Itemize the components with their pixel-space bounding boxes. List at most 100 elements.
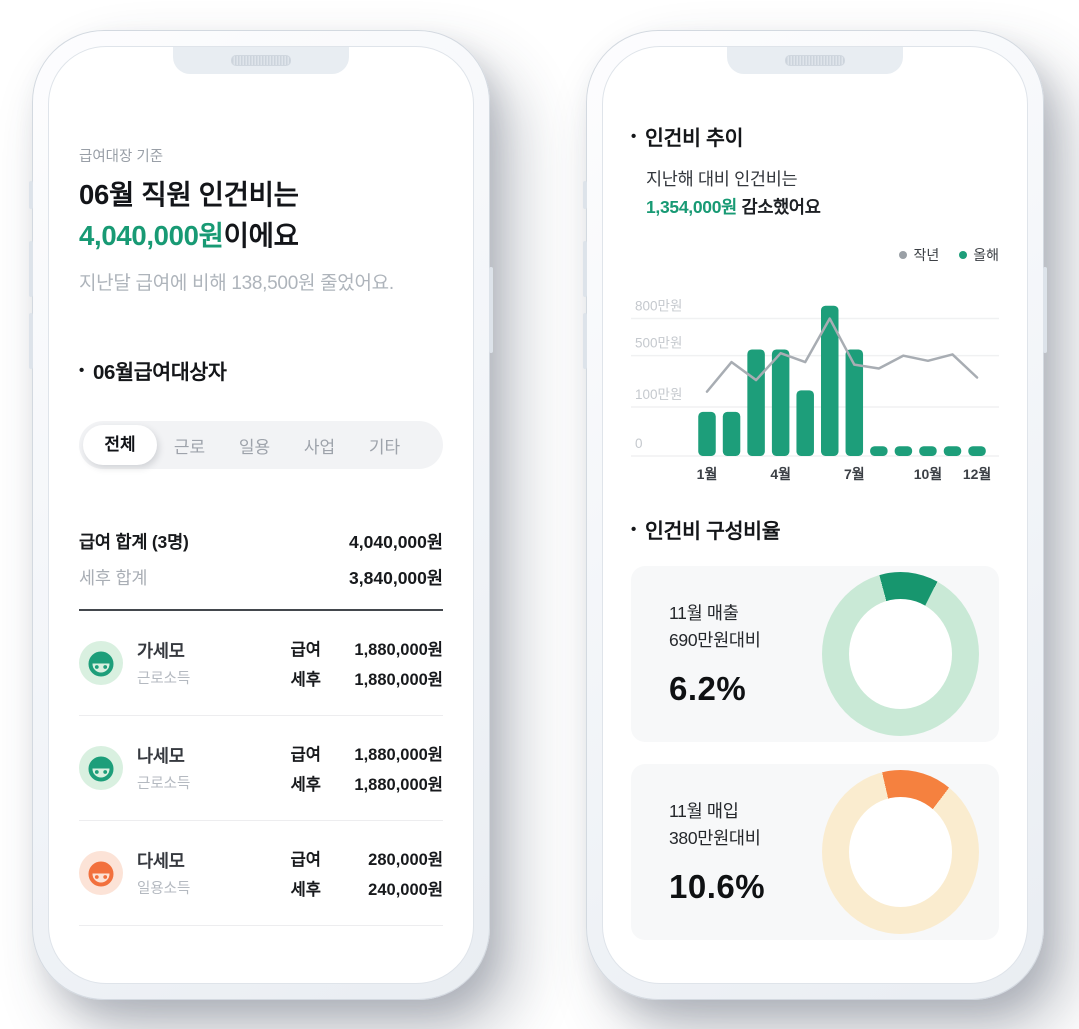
x-tick-label: 10월	[914, 466, 942, 482]
pay-line: 급여 280,000원	[291, 843, 443, 873]
bar-this-year	[821, 305, 839, 456]
bar-line-chart-canvas: 800만원 500만원 100만원 0 1월 4월 7월 10월 12월	[631, 299, 999, 482]
bar-this-year	[747, 349, 765, 456]
phone-mockup-payroll: 급여대장 기준 06월 직원 인건비는 4,040,000원이에요 지난달 급여…	[29, 30, 493, 1000]
power-button	[489, 267, 493, 353]
donut-hole	[849, 599, 952, 709]
ratio-card-list: 11월 매출 690만원대비 6.2% 11월 매입 380만원대비 10.6%	[631, 566, 999, 940]
employee-info: 가세모 근로소득	[137, 638, 190, 688]
bar-this-year	[870, 446, 888, 456]
summary-value: 4,040,000원	[349, 531, 443, 552]
income-type-tabbar: 전체 근로 일용 사업 기타	[79, 421, 443, 469]
legend-label: 올해	[973, 247, 999, 263]
employee-row[interactable]: 나세모 근로소득 급여 1,880,000원 세후 1,880,000원	[79, 716, 443, 820]
notch	[727, 47, 903, 74]
pay-value: 1,880,000원	[354, 641, 443, 659]
section-title-cost-ratio: • 인건비 구성비율	[631, 520, 781, 543]
bar-this-year	[894, 446, 913, 456]
pay-line: 세후 1,880,000원	[291, 663, 443, 693]
volume-down-button	[29, 313, 33, 369]
labor-cost-bar-chart: 800만원 500만원 100만원 0 1월 4월 7월 10월 12월	[631, 269, 999, 488]
summary-value: 3,840,000원	[349, 567, 443, 588]
tab-일용[interactable]: 일용	[238, 437, 271, 457]
eyebrow-label: 급여대장 기준	[79, 149, 164, 165]
donut-chart-icon	[822, 770, 979, 934]
tab-사업[interactable]: 사업	[303, 437, 336, 457]
employee-avatar-icon	[79, 851, 123, 895]
pay-value: 1,880,000원	[354, 776, 443, 794]
x-tick-label: 12월	[963, 466, 991, 482]
x-tick-label: 1월	[697, 466, 718, 482]
employee-row[interactable]: 다세모 일용소득 급여 280,000원 세후 240,000원	[79, 821, 443, 925]
summary-row: 세후 합계 3,840,000원	[79, 559, 443, 595]
employee-info: 나세모 근로소득	[137, 743, 190, 793]
phone-screen: • 인건비 추이 지난해 대비 인건비는 1,354,000원 감소했어요 작년…	[602, 46, 1028, 984]
bar-this-year	[771, 349, 790, 456]
headline-line1: 06월 직원 인건비는	[79, 179, 299, 210]
pay-value: 1,880,000원	[354, 746, 443, 764]
employee-pay-block: 급여 1,880,000원 세후 1,880,000원	[291, 738, 443, 798]
pay-line: 세후 1,880,000원	[291, 768, 443, 798]
legend-item-올해: 올해	[959, 245, 999, 265]
ratio-card-text: 11월 매입 380만원대비 10.6%	[669, 798, 822, 906]
power-button	[1043, 267, 1047, 353]
bar-this-year	[968, 446, 986, 456]
bullet-icon: •	[79, 361, 84, 379]
pay-summary: 급여 합계 (3명) 4,040,000원 세후 합계 3,840,000원	[79, 523, 443, 595]
legend-dot-icon	[899, 251, 908, 259]
headline-amount: 4,040,000원	[79, 220, 224, 251]
tab-근로[interactable]: 근로	[173, 437, 206, 457]
donut-chart-icon	[822, 572, 979, 736]
pay-label: 급여	[290, 641, 321, 659]
employee-name: 나세모	[137, 746, 185, 766]
bar-this-year	[845, 349, 864, 456]
phone-mockup-analytics: • 인건비 추이 지난해 대비 인건비는 1,354,000원 감소했어요 작년…	[583, 30, 1047, 1000]
page-title: 06월 직원 인건비는 4,040,000원이에요	[79, 174, 443, 256]
pay-label: 세후	[290, 881, 321, 899]
y-tick-label: 0	[635, 436, 643, 451]
ratio-card-line1: 11월 매출	[669, 603, 739, 623]
chart-legend: 작년 올해	[631, 245, 999, 265]
pay-label: 세후	[290, 776, 321, 794]
bar-this-year	[722, 411, 741, 456]
pay-value: 240,000원	[368, 881, 443, 899]
x-tick-label: 7월	[844, 466, 865, 482]
employee-avatar-icon	[79, 746, 123, 790]
summary-divider	[79, 609, 443, 611]
trend-description: 지난해 대비 인건비는 1,354,000원 감소했어요	[646, 165, 999, 221]
headline-line2: 4,040,000원이에요	[79, 215, 443, 256]
volume-down-button	[583, 313, 587, 369]
phone-screen: 급여대장 기준 06월 직원 인건비는 4,040,000원이에요 지난달 급여…	[48, 46, 474, 984]
ratio-card-2[interactable]: 11월 매입 380만원대비 10.6%	[631, 764, 999, 940]
bar-this-year	[796, 390, 814, 456]
employee-name: 다세모	[137, 851, 185, 871]
employee-list: 가세모 근로소득 급여 1,880,000원 세후 1,880,000원 나세모 근로소득 급여…	[79, 611, 443, 926]
volume-up-button	[583, 241, 587, 297]
employee-income-type: 근로소득	[137, 671, 191, 687]
y-tick-label: 100만원	[635, 387, 682, 402]
bar-this-year	[943, 446, 962, 456]
bar-this-year	[698, 411, 716, 456]
mute-switch	[583, 181, 587, 209]
tab-기타[interactable]: 기타	[368, 437, 401, 457]
ratio-percent-value: 10.6%	[669, 868, 766, 905]
speaker-grille-icon	[785, 55, 845, 66]
ratio-card-line2: 380만원대비	[669, 828, 761, 848]
pay-label: 급여	[290, 746, 321, 764]
ratio-card-1[interactable]: 11월 매출 690만원대비 6.2%	[631, 566, 999, 742]
tab-전체[interactable]: 전체	[83, 425, 157, 465]
summary-label: 세후 합계	[79, 567, 148, 588]
y-tick-label: 800만원	[635, 299, 682, 314]
pay-label: 세후	[290, 671, 321, 689]
volume-up-button	[29, 241, 33, 297]
speaker-grille-icon	[231, 55, 291, 66]
bar-this-year	[919, 446, 937, 456]
mute-switch	[29, 181, 33, 209]
ratio-percent-value: 6.2%	[669, 670, 747, 707]
section-title-labor-cost-trend: • 인건비 추이	[631, 127, 744, 150]
donut-hole	[849, 797, 952, 907]
bullet-icon: •	[631, 520, 636, 538]
